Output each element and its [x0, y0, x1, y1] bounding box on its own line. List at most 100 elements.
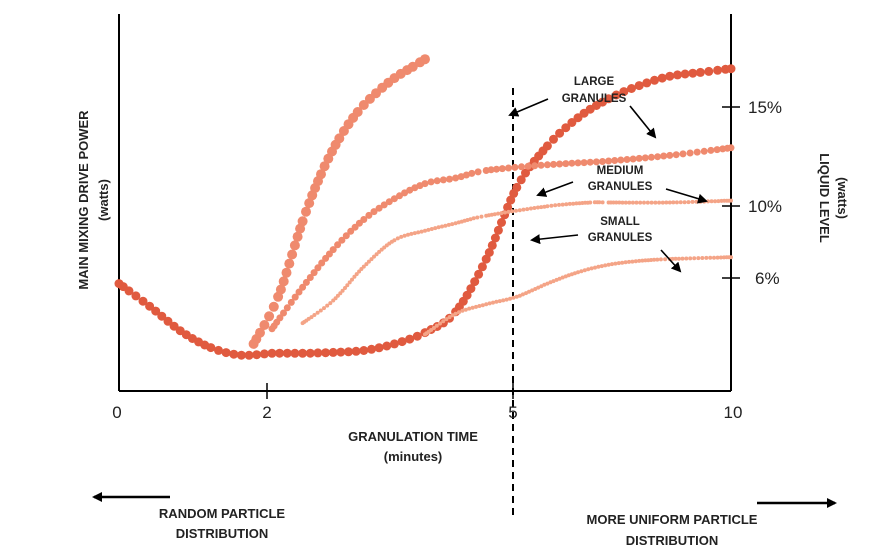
point-small: [399, 234, 404, 239]
point-small: [709, 199, 714, 204]
point-small: [694, 199, 699, 204]
point-small_tail: [542, 282, 547, 287]
point-large: [420, 54, 430, 65]
point-small: [564, 202, 569, 207]
arrow-small-right: [660, 249, 682, 273]
point-medium: [531, 162, 539, 170]
point-small_tail: [444, 317, 449, 322]
point-medium: [396, 192, 403, 200]
point-small: [496, 211, 501, 216]
point-small: [706, 199, 710, 204]
point-base: [275, 348, 285, 358]
y2-tick-label-6: 6%: [755, 269, 780, 288]
point-large: [289, 240, 300, 251]
point-small: [577, 201, 582, 206]
point-base: [549, 134, 558, 144]
point-small_tail: [457, 310, 461, 315]
point-large: [319, 161, 330, 172]
point-medium: [568, 159, 576, 167]
point-small_tail: [586, 267, 591, 272]
point-small_tail: [494, 299, 499, 304]
point-base: [259, 349, 269, 359]
series-large: [248, 54, 430, 349]
point-small_tail: [527, 289, 531, 294]
point-medium: [537, 161, 545, 169]
point-small: [489, 212, 494, 217]
point-base: [695, 67, 705, 77]
point-base: [131, 291, 141, 301]
point-small: [567, 201, 572, 206]
point-small_tail: [712, 255, 716, 260]
point-small: [412, 231, 417, 236]
point-small_tail: [688, 256, 693, 261]
point-small: [325, 303, 330, 308]
point-large: [259, 320, 270, 330]
point-base: [657, 73, 667, 83]
point-medium: [446, 175, 453, 183]
point-small: [560, 202, 565, 207]
y-axis-title: MAIN MIXING DRIVE POWER: [76, 110, 91, 290]
point-base: [713, 65, 723, 75]
point-small: [645, 200, 650, 205]
point-medium: [433, 177, 441, 185]
point-base: [484, 248, 494, 257]
point-small_tail: [606, 262, 611, 267]
point-small: [433, 226, 438, 231]
point-small: [517, 208, 522, 213]
point-small: [322, 306, 326, 311]
point-small: [406, 232, 410, 237]
point-medium: [287, 298, 295, 306]
point-small_tail: [474, 304, 478, 309]
point-small: [364, 262, 369, 267]
point-medium: [586, 158, 594, 166]
point-small: [440, 224, 444, 229]
point-medium: [511, 163, 519, 171]
point-medium: [666, 151, 674, 159]
point-medium: [647, 153, 655, 161]
point-small: [453, 221, 458, 226]
point-medium: [318, 259, 326, 267]
point-small: [514, 208, 518, 213]
point-medium: [635, 154, 643, 162]
point-small_tail: [623, 260, 628, 265]
point-base: [567, 118, 577, 127]
point-small: [553, 203, 558, 208]
point-small: [352, 274, 357, 279]
point-base: [503, 202, 513, 212]
point-base: [726, 64, 736, 74]
point-small: [465, 218, 470, 222]
point-small_tail: [633, 259, 638, 264]
arrow-medium-left: [536, 181, 574, 197]
point-large: [284, 258, 295, 269]
arrow-medium-right: [665, 188, 708, 204]
point-small_tail: [501, 298, 506, 303]
point-small: [549, 203, 554, 208]
point-base: [490, 233, 500, 243]
point-base: [229, 349, 239, 359]
point-small_tail: [620, 260, 625, 265]
point-small: [667, 200, 672, 205]
point-medium: [727, 144, 735, 152]
point-base: [493, 225, 503, 235]
point-small_tail: [463, 307, 468, 312]
point-small_tail: [517, 293, 522, 298]
point-medium: [360, 216, 368, 223]
point-large: [304, 198, 315, 209]
point-base: [397, 337, 407, 347]
point-small: [614, 200, 619, 205]
point-small_tail: [431, 326, 436, 330]
point-base: [359, 346, 369, 355]
point-large: [334, 133, 345, 144]
point-small: [328, 301, 333, 306]
point-medium: [524, 162, 532, 170]
point-medium: [370, 208, 378, 216]
point-base: [487, 240, 497, 250]
point-large: [316, 169, 326, 180]
point-small_tail: [536, 285, 541, 290]
point-small_tail: [704, 255, 709, 260]
point-medium: [574, 159, 582, 167]
point-medium: [672, 151, 680, 159]
point-small_tail: [434, 323, 439, 328]
point-small_tail: [560, 275, 565, 280]
point-base: [474, 269, 484, 279]
